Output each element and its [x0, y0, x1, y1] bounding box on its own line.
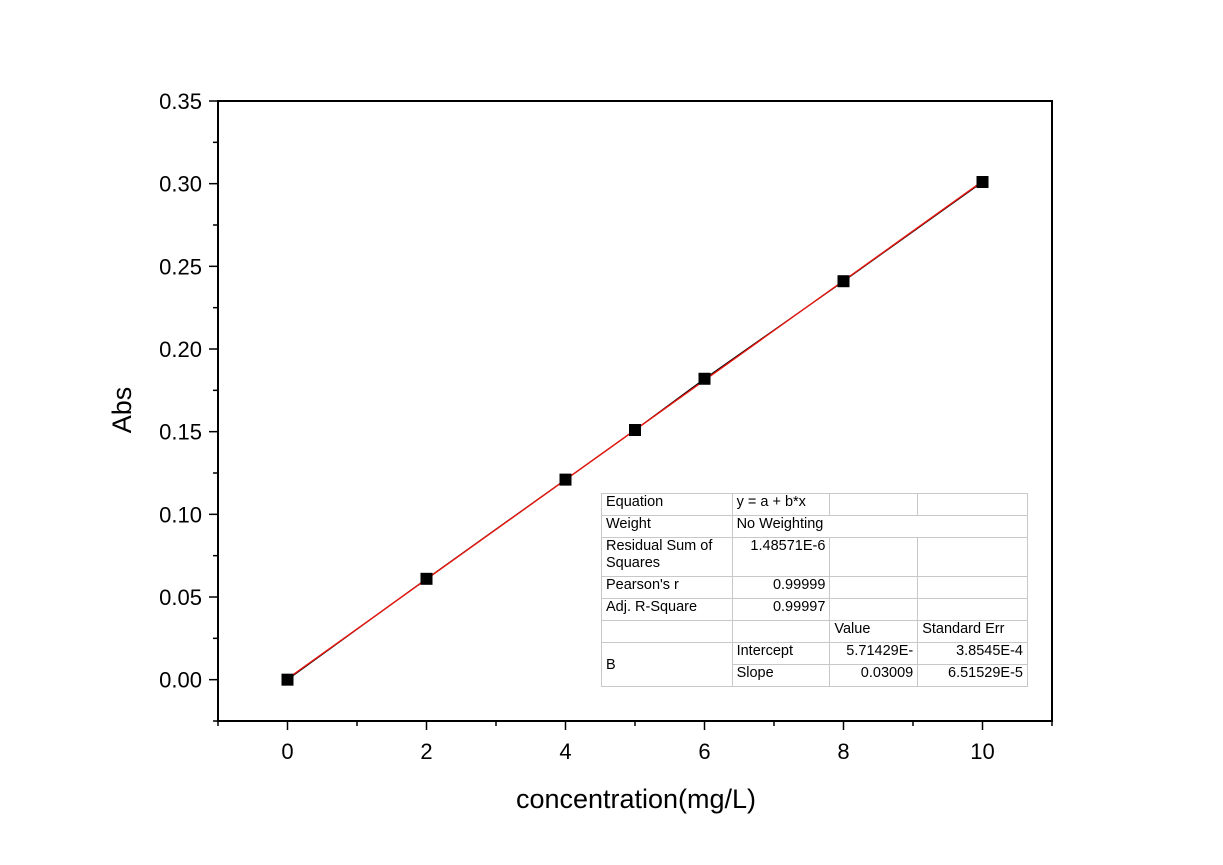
table-row: Weight No Weighting [601, 515, 1029, 538]
slope-error: 6.51529E-5 [917, 664, 1028, 687]
adjr2-value: 0.99997 [731, 598, 831, 621]
y-tick-label: 0.25 [159, 254, 202, 279]
data-point [698, 372, 711, 385]
value-column-header: Value [829, 620, 919, 643]
equation-value: y = a + b*x [731, 493, 831, 516]
table-row: Slope 0.03009 6.51529E-5 [602, 664, 1028, 687]
x-tick-label: 10 [970, 739, 994, 764]
x-tick-label: 8 [837, 739, 849, 764]
ticks [209, 100, 1053, 730]
y-tick-label: 0.00 [159, 668, 202, 693]
weight-value: No Weighting [731, 515, 1029, 538]
rss-value: 1.48571E-6 [731, 537, 831, 577]
table-row: Adj. R-Square 0.99997 [601, 598, 1028, 621]
intercept-label: Intercept [731, 642, 831, 665]
table-row: B Intercept 5.71429E- 3.8545E-4 [601, 642, 1028, 687]
y-tick-label: 0.30 [159, 172, 202, 197]
data-point [976, 176, 989, 189]
y-tick-label: 0.15 [159, 420, 202, 445]
data-point [559, 473, 572, 486]
equation-label: Equation [601, 493, 733, 516]
pearson-value: 0.99999 [731, 576, 831, 599]
adjr2-label: Adj. R-Square [601, 598, 733, 621]
y-tick-label: 0.10 [159, 502, 202, 527]
x-axis-title: concentration(mg/L) [516, 784, 756, 814]
y-tick-label: 0.35 [159, 89, 202, 114]
group-label: B [601, 642, 733, 687]
intercept-error: 3.8545E-4 [917, 642, 1028, 665]
x-tick-label: 2 [420, 739, 432, 764]
rss-label: Residual Sum of Squares [601, 537, 733, 577]
weight-label: Weight [601, 515, 733, 538]
table-row: Pearson's r 0.99999 [601, 576, 1028, 599]
x-tick-label: 6 [698, 739, 710, 764]
intercept-value: 5.71429E- [829, 642, 919, 665]
data-points [281, 176, 989, 686]
table-row: Value Standard Err [601, 620, 1028, 643]
data-point [837, 275, 850, 288]
pearson-label: Pearson's r [601, 576, 733, 599]
x-tick-label: 0 [281, 739, 293, 764]
linear-fit-table: Equation y = a + b*x Weight No Weighting… [601, 493, 1029, 687]
table-row: Equation y = a + b*x [601, 493, 1028, 516]
x-tick-label: 4 [559, 739, 571, 764]
data-point [281, 673, 294, 686]
tick-labels: 0 2 4 6 8 10 0.00 0.05 0.10 0.15 0.20 0.25 0.30 0.35 [159, 89, 995, 764]
slope-label: Slope [731, 664, 831, 687]
y-tick-label: 0.05 [159, 585, 202, 610]
y-axis-title: Abs [107, 387, 137, 434]
data-point [420, 572, 433, 585]
slope-value: 0.03009 [829, 664, 919, 687]
stderr-column-header: Standard Err [917, 620, 1028, 643]
y-tick-label: 0.20 [159, 337, 202, 362]
table-row: Residual Sum of Squares 1.48571E-6 [601, 537, 1028, 577]
data-point [629, 424, 641, 437]
